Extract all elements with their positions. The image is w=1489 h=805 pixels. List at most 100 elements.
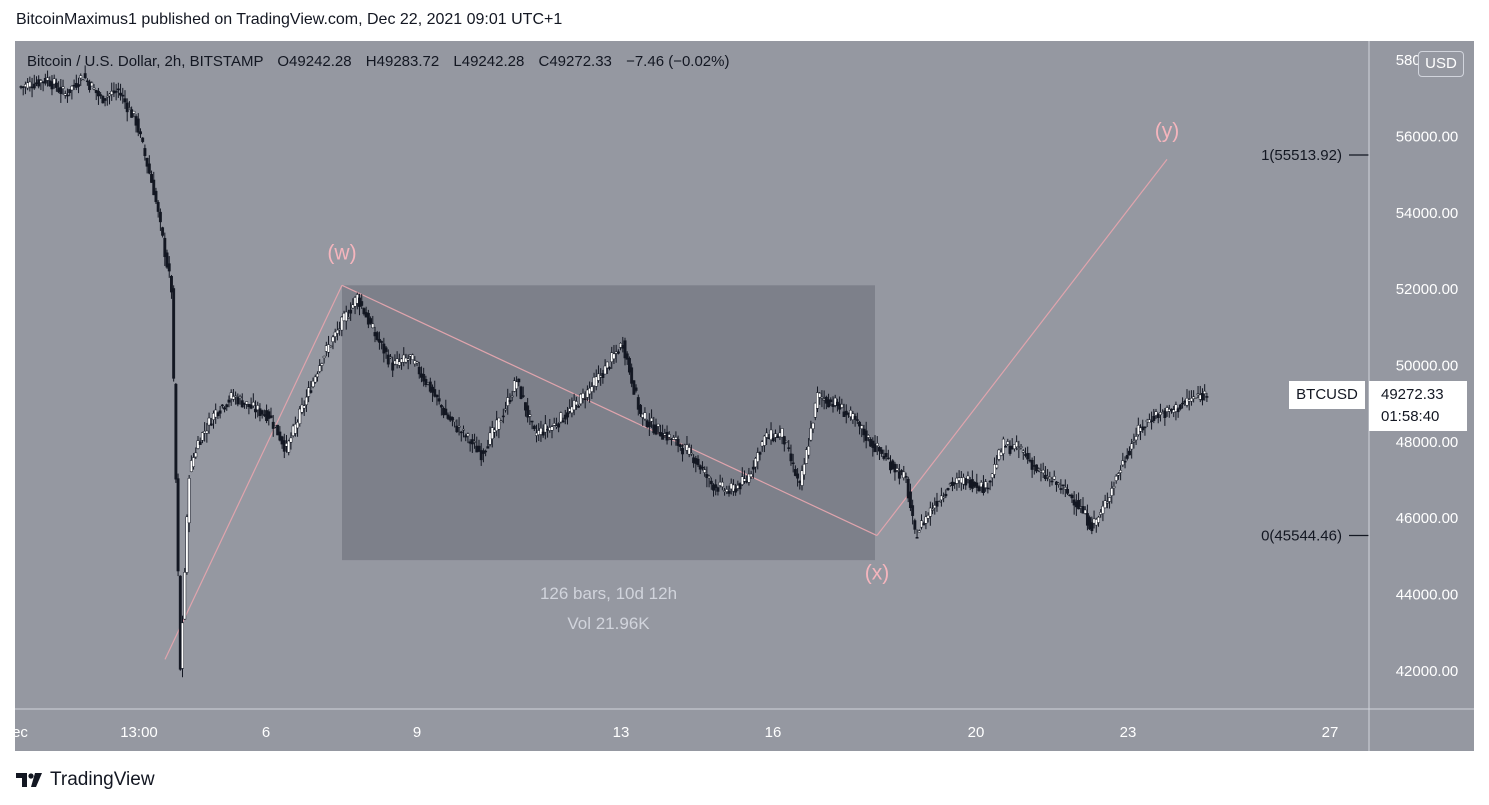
- candle-body: [121, 94, 125, 97]
- candle-body: [654, 424, 658, 435]
- candle-body: [428, 381, 432, 392]
- candle-body: [205, 430, 209, 434]
- candle-body: [860, 425, 864, 429]
- candle-body: [313, 376, 317, 383]
- candle-body: [656, 423, 660, 427]
- candle-body: [380, 341, 384, 343]
- candle-body: [964, 478, 968, 486]
- candle-body: [218, 410, 222, 414]
- candle-body: [579, 393, 583, 405]
- candle-body: [322, 356, 326, 359]
- candle-body: [643, 412, 647, 420]
- candle-body: [924, 516, 928, 524]
- candle-body: [369, 318, 373, 324]
- candle-body: [1114, 475, 1118, 481]
- candle-body: [1026, 453, 1030, 460]
- candle-body: [738, 483, 742, 490]
- candle-body: [231, 396, 235, 400]
- candlestick-chart[interactable]: 126 bars, 10d 12h Vol 21.96K 1(55513.92) 0…: [15, 41, 1474, 751]
- candle-body: [756, 452, 760, 462]
- candle-body: [1019, 446, 1023, 448]
- candle-body: [132, 110, 136, 114]
- candle-body: [477, 445, 481, 452]
- candle-body: [165, 252, 169, 268]
- candle-body: [187, 478, 191, 524]
- candle-body: [200, 432, 204, 441]
- candle-body: [913, 520, 917, 530]
- candle-body: [249, 404, 253, 409]
- y-axis-tick-label: 56000.00: [1396, 128, 1459, 145]
- chart-pane[interactable]: 126 bars, 10d 12h Vol 21.96K 1(55513.92) 0…: [15, 41, 1474, 751]
- candle-body: [915, 537, 919, 539]
- candle-body: [1150, 420, 1154, 422]
- candle-body: [796, 473, 800, 479]
- candle-body: [209, 423, 213, 426]
- candle-body: [1181, 402, 1185, 405]
- candle-body: [780, 428, 784, 438]
- candle-body: [207, 417, 211, 426]
- candle-body: [880, 449, 884, 454]
- candle-body: [227, 399, 231, 403]
- candle-body: [1128, 450, 1131, 456]
- fib-level-label: 1(55513.92): [1261, 147, 1342, 164]
- y-axis-tick-label: 44000.00: [1396, 586, 1459, 603]
- candle-body: [1125, 455, 1129, 459]
- y-axis-tick-label: 52000.00: [1396, 281, 1459, 298]
- candle-body: [855, 419, 859, 421]
- candle-body: [605, 361, 609, 369]
- currency-button[interactable]: USD: [1418, 51, 1464, 77]
- candle-body: [813, 402, 817, 418]
- candle-body: [245, 401, 249, 405]
- candle-body: [161, 227, 165, 236]
- candle-body: [1015, 441, 1019, 448]
- y-axis-tick-label: 54000.00: [1396, 205, 1459, 222]
- candle-body: [725, 489, 729, 492]
- x-axis-tick-label: 20: [968, 724, 985, 741]
- candle-body: [955, 477, 959, 484]
- candle-body: [731, 484, 735, 492]
- candle-body: [762, 435, 766, 446]
- candle-body: [1185, 398, 1189, 406]
- candle-body: [1101, 505, 1105, 514]
- candle-body: [287, 440, 291, 453]
- candle-body: [1196, 393, 1200, 396]
- candle-body: [170, 275, 173, 293]
- candle-body: [453, 419, 457, 422]
- candle-body: [329, 345, 333, 348]
- candle-body: [424, 379, 428, 385]
- candle-body: [1008, 445, 1012, 454]
- candle-body: [1108, 497, 1111, 502]
- candle-body: [50, 81, 54, 90]
- y-axis-tick-label: 42000.00: [1396, 663, 1459, 680]
- date-range-box[interactable]: [342, 285, 875, 561]
- candle-body: [754, 458, 757, 468]
- footer-logo[interactable]: TradingView: [16, 768, 155, 792]
- candle-body: [114, 91, 118, 93]
- candle-body: [539, 427, 543, 435]
- candle-body: [661, 433, 665, 440]
- candle-body: [922, 523, 926, 526]
- candle-body: [577, 406, 580, 408]
- low-value: 49242.28: [461, 53, 525, 70]
- candle-body: [59, 86, 63, 94]
- candle-body: [455, 425, 459, 433]
- candle-body: [238, 396, 242, 399]
- candle-body: [946, 488, 950, 491]
- candle-body: [39, 80, 43, 83]
- candle-body: [349, 309, 353, 314]
- y-axis-tick-label: 50000.00: [1396, 357, 1459, 374]
- candle-body: [1134, 436, 1138, 441]
- candle-body: [530, 420, 534, 423]
- candle-body: [550, 426, 554, 431]
- candle-body: [995, 464, 999, 469]
- candle-body: [304, 396, 308, 406]
- candle-body: [787, 447, 791, 449]
- candle-body: [895, 468, 899, 471]
- candle-body: [696, 458, 700, 466]
- candle-body: [608, 367, 611, 369]
- candle-body: [302, 405, 306, 409]
- candle-body: [650, 417, 654, 422]
- candle-body: [1006, 441, 1010, 445]
- candle-body: [154, 190, 158, 203]
- symbol-description[interactable]: Bitcoin / U.S. Dollar, 2h, BITSTAMP: [27, 53, 264, 70]
